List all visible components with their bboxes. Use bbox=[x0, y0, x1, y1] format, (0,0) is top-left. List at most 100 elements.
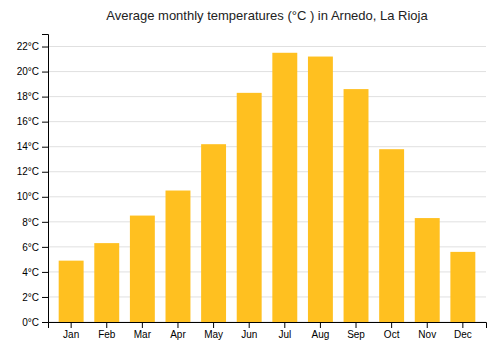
y-tick: 16°C bbox=[17, 116, 48, 127]
x-tick-label: May bbox=[204, 329, 223, 340]
y-tick: 4°C bbox=[22, 267, 48, 278]
x-tick-label: Jan bbox=[63, 329, 79, 340]
bar bbox=[94, 243, 119, 322]
x-tick: Apr bbox=[170, 322, 186, 340]
y-tick-mark bbox=[42, 97, 48, 98]
y-tick-label: 4°C bbox=[22, 267, 39, 278]
x-tick-mark bbox=[213, 322, 214, 328]
bar bbox=[166, 191, 191, 322]
x-tick-mark bbox=[249, 322, 250, 328]
y-tick-label: 10°C bbox=[17, 191, 39, 202]
x-tick: May bbox=[204, 322, 223, 340]
y-tick-label: 8°C bbox=[22, 217, 39, 228]
x-tick: Aug bbox=[312, 322, 330, 340]
y-tick-label: 22°C bbox=[17, 41, 39, 52]
y-tick-label: 14°C bbox=[17, 141, 39, 152]
y-tick-label: 2°C bbox=[22, 292, 39, 303]
x-tick-mark bbox=[462, 322, 463, 328]
y-tick-mark bbox=[42, 147, 48, 148]
x-tick-label: Nov bbox=[418, 329, 436, 340]
y-tick-label: 6°C bbox=[22, 242, 39, 253]
y-tick-label: 20°C bbox=[17, 66, 39, 77]
grid bbox=[48, 47, 486, 322]
x-tick-mark bbox=[71, 322, 72, 328]
x-tick: Oct bbox=[384, 322, 400, 340]
y-tick-label: 18°C bbox=[17, 91, 39, 102]
y-tick: 8°C bbox=[22, 217, 48, 228]
bar bbox=[344, 89, 369, 322]
marks bbox=[59, 53, 476, 322]
grid-line bbox=[48, 96, 486, 97]
x-tick: Mar bbox=[134, 322, 152, 340]
bar bbox=[272, 53, 297, 322]
y-tick-mark bbox=[42, 172, 48, 173]
x-tick: Nov bbox=[418, 322, 436, 340]
x-tick: Sep bbox=[347, 322, 365, 340]
y-tick-mark bbox=[42, 197, 48, 198]
x-tick-mark bbox=[142, 322, 143, 328]
bar bbox=[59, 261, 84, 322]
bar bbox=[450, 252, 475, 322]
bar bbox=[201, 144, 226, 322]
x-tick-label: Feb bbox=[98, 329, 116, 340]
y-tick-mark bbox=[42, 47, 48, 48]
x-axis-line bbox=[49, 323, 487, 329]
x-tick-mark bbox=[106, 322, 107, 328]
x-tick-label: Apr bbox=[170, 329, 186, 340]
y-tick: 12°C bbox=[17, 166, 48, 177]
x-tick: Jun bbox=[241, 322, 257, 340]
y-tick-mark bbox=[42, 122, 48, 123]
y-tick: 0°C bbox=[22, 317, 48, 328]
x-tick: Dec bbox=[454, 322, 472, 340]
y-tick: 20°C bbox=[17, 66, 48, 77]
x-axis: Jan Feb Mar Apr May Jun Jul Aug Sep Oct Nov Dec bbox=[49, 322, 487, 340]
y-tick: 10°C bbox=[17, 191, 48, 202]
y-tick: 22°C bbox=[17, 41, 48, 52]
x-tick-mark bbox=[284, 322, 285, 328]
bar bbox=[415, 218, 440, 322]
x-tick-label: Mar bbox=[134, 329, 152, 340]
x-tick-mark bbox=[177, 322, 178, 328]
x-tick: Feb bbox=[98, 322, 116, 340]
y-tick-mark bbox=[42, 297, 48, 298]
x-tick-mark bbox=[320, 322, 321, 328]
x-tick: Jul bbox=[278, 322, 291, 340]
grid-line bbox=[48, 146, 486, 147]
grid-line bbox=[48, 196, 486, 197]
y-tick: 2°C bbox=[22, 292, 48, 303]
plot: 0°C 2°C 4°C 6°C 8°C 10°C 12°C 14°C 16°C 18°C 20°C 2… bbox=[17, 35, 487, 341]
y-tick-mark bbox=[42, 322, 48, 323]
y-axis-line bbox=[42, 35, 49, 323]
bar bbox=[237, 93, 262, 322]
x-tick-label: Oct bbox=[384, 329, 400, 340]
y-tick-mark bbox=[42, 222, 48, 223]
chart: Average monthly temperatures (°C ) in Ar… bbox=[0, 0, 500, 350]
x-tick-mark bbox=[427, 322, 428, 328]
y-axis: 0°C 2°C 4°C 6°C 8°C 10°C 12°C 14°C 16°C 18°C 20°C 2… bbox=[17, 35, 49, 328]
x-tick-label: Jul bbox=[278, 329, 291, 340]
bar bbox=[308, 57, 333, 322]
grid-line bbox=[48, 71, 486, 72]
y-tick-label: 12°C bbox=[17, 166, 39, 177]
y-tick: 6°C bbox=[22, 242, 48, 253]
x-tick: Jan bbox=[63, 322, 79, 340]
bar bbox=[130, 216, 155, 322]
x-tick-label: Jun bbox=[241, 329, 257, 340]
x-tick-mark bbox=[356, 322, 357, 328]
y-tick-label: 16°C bbox=[17, 116, 39, 127]
y-tick: 14°C bbox=[17, 141, 48, 152]
title: Average monthly temperatures (°C ) in Ar… bbox=[106, 8, 428, 23]
grid-line bbox=[48, 171, 486, 172]
grid-line bbox=[48, 46, 486, 47]
y-tick: 18°C bbox=[17, 91, 48, 102]
x-tick-label: Aug bbox=[312, 329, 330, 340]
x-tick-label: Dec bbox=[454, 329, 472, 340]
y-tick-mark bbox=[42, 72, 48, 73]
y-tick-mark bbox=[42, 272, 48, 273]
x-tick-label: Sep bbox=[347, 329, 365, 340]
grid-line bbox=[48, 121, 486, 122]
y-tick-label: 0°C bbox=[22, 317, 39, 328]
x-tick-mark bbox=[391, 322, 392, 328]
bar bbox=[379, 149, 404, 322]
y-tick-mark bbox=[42, 247, 48, 248]
